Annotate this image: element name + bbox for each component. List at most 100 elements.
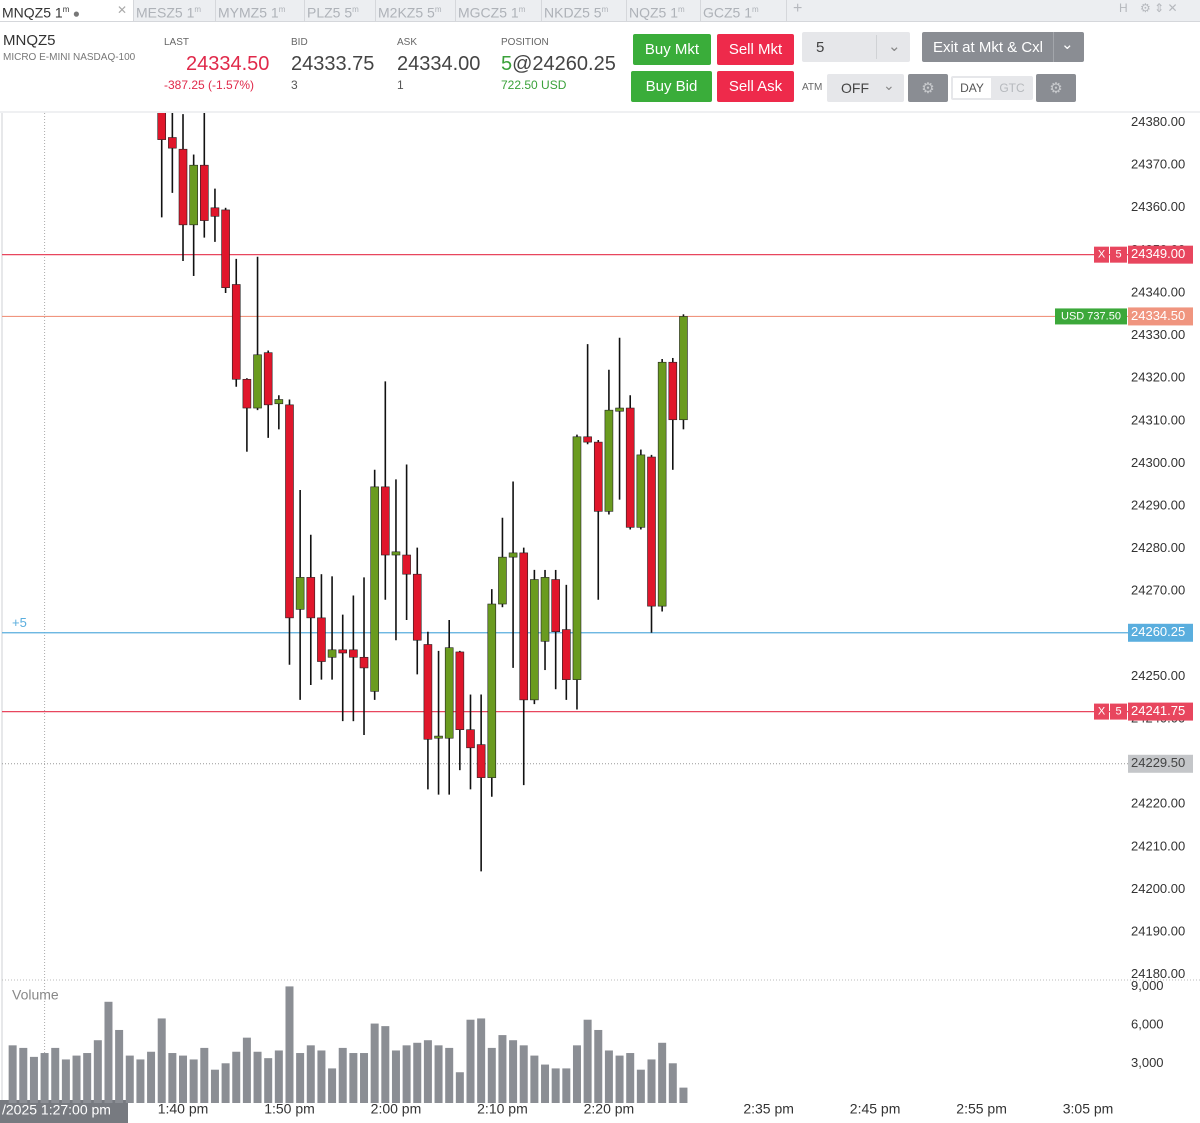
tab-bar: H ⚙ ⇕ ✕ MNQZ5 1 m ● ✕ MESZ5 1m MYMZ5 1m PLZ5 …: [0, 0, 1200, 22]
exit-label: Exit at Mkt & Cxl: [933, 38, 1044, 56]
atm-settings[interactable]: ⚙: [908, 74, 948, 102]
last-price: 24334.50: [186, 53, 270, 75]
tab[interactable]: M2KZ5 5m: [376, 0, 456, 21]
y-tick-label: 24340.00: [1131, 284, 1185, 299]
volume-bar: [647, 1059, 656, 1103]
volume-bar: [455, 1072, 464, 1103]
tab[interactable]: MESZ5 1m: [134, 0, 216, 21]
y-tick-label: 24180.00: [1131, 966, 1185, 981]
candles: [157, 113, 688, 872]
volume-bar: [93, 1040, 102, 1103]
price-line-label-bg: [1128, 245, 1193, 264]
candle-body: [306, 577, 316, 619]
order-qty-bg: [1110, 703, 1127, 720]
exit-button[interactable]: Exit at Mkt & Cxl ⌄: [922, 32, 1084, 62]
tab[interactable]: PLZ5 5m: [305, 0, 376, 21]
y-tick-label: 24270.00: [1131, 583, 1185, 598]
volume-bar: [668, 1063, 677, 1103]
bid-caption: BID: [291, 37, 308, 48]
order-cancel: X: [1098, 705, 1106, 717]
pnl-tag: USD 737.50: [1061, 310, 1121, 322]
crosshair-y-label: 24229.50: [1131, 755, 1185, 770]
atm-value: OFF: [841, 80, 869, 96]
tab[interactable]: MNQZ5 1m ● ✕: [0, 0, 134, 21]
last-change: -387.25 (-1.57%): [164, 78, 255, 92]
y-tick-label: 24360.00: [1131, 199, 1185, 214]
tab[interactable]: GCZ5 1m: [701, 0, 787, 21]
tab-tools[interactable]: H: [1119, 1, 1128, 15]
chevron: ⌄: [888, 38, 901, 55]
tab-icons[interactable]: ⚙ ⇕ ✕: [1140, 1, 1178, 15]
candle-body: [317, 617, 326, 662]
add-tab[interactable]: +: [793, 0, 803, 17]
tab-interval-unit: m: [518, 5, 526, 14]
volume-bar: [583, 1019, 592, 1103]
volume-bar: [381, 1026, 390, 1103]
tab-interval-unit: m: [352, 5, 359, 14]
candle-body: [583, 436, 592, 443]
day-option[interactable]: DAY: [953, 78, 991, 98]
volume-bar: [264, 1058, 273, 1103]
volume-bar: [285, 986, 294, 1103]
volume-bar: [83, 1053, 92, 1103]
tab-label: GCZ5 1: [703, 4, 753, 21]
last-caption: LAST: [164, 37, 190, 48]
x-tick-label: 2:35 pm: [743, 1101, 794, 1117]
tab-label: NQZ5 1: [629, 4, 679, 21]
volume-bar: [509, 1040, 518, 1103]
volume-bar: [391, 1050, 400, 1103]
tab[interactable]: NQZ5 1m: [627, 0, 701, 21]
candle-body: [327, 649, 337, 658]
volume-bar: [477, 1018, 486, 1103]
tab[interactable]: NKDZ5 5m: [542, 0, 627, 21]
volume-bar: [72, 1055, 81, 1103]
candle-body: [359, 656, 369, 669]
atm-dropdown[interactable]: OFF ⌄: [827, 74, 904, 102]
crosshair-x-label-bg: [0, 1100, 128, 1123]
position-pnl: 722.50 USD: [501, 78, 567, 92]
volume-bar: [658, 1042, 667, 1103]
volume-bar: [136, 1059, 145, 1103]
tif-toggle[interactable]: DAY GTC: [951, 76, 1033, 100]
symbol-description: MICRO E-MINI NASDAQ-100: [3, 52, 136, 63]
tab-label: MNQZ5 1: [2, 4, 63, 21]
candle-body: [636, 454, 646, 528]
candle-body: [221, 209, 230, 288]
order-qty-bg: [1110, 246, 1127, 263]
candle-body: [370, 486, 379, 692]
volume-bar: [8, 1045, 17, 1103]
volume-tick-label: 6,000: [1131, 1017, 1164, 1032]
volume-bar: [487, 1047, 496, 1103]
price-line-label-bg: [1128, 307, 1193, 326]
status-dot: ●: [69, 6, 80, 21]
sell-ask-button[interactable]: Sell Ask: [717, 71, 794, 102]
position-tag: +5: [12, 615, 27, 630]
tab[interactable]: MGCZ5 1m: [456, 0, 542, 21]
candle-body: [434, 735, 443, 739]
quantity-input[interactable]: 5 ⌄: [802, 32, 910, 62]
volume-bar: [604, 1050, 613, 1103]
position: 5@24260.25: [501, 53, 616, 76]
candle-body: [402, 554, 411, 575]
sell-mkt-button[interactable]: Sell Mkt: [717, 34, 794, 65]
volume-bar: [551, 1068, 560, 1103]
order-settings[interactable]: ⚙: [1036, 74, 1076, 102]
volume-bar: [125, 1055, 134, 1103]
volume-bar: [51, 1047, 60, 1103]
y-tick-label: 24280.00: [1131, 540, 1185, 555]
candle-body: [178, 148, 188, 226]
tab[interactable]: MYMZ5 1m: [216, 0, 305, 21]
position-caption: POSITION: [501, 37, 549, 48]
buy-bid-button[interactable]: Buy Bid: [631, 71, 712, 102]
candle-body: [210, 207, 220, 217]
y-tick-label: 24250.00: [1131, 668, 1185, 683]
close-tab[interactable]: ✕: [116, 3, 127, 17]
price-line-label-bg: [1128, 623, 1193, 642]
x-tick-label: 2:10 pm: [477, 1101, 528, 1117]
candle-body: [551, 579, 560, 633]
volume-bar: [434, 1045, 443, 1103]
buy-mkt-button[interactable]: Buy Mkt: [633, 34, 711, 65]
gtc-option[interactable]: GTC: [999, 81, 1025, 95]
candle-body: [615, 407, 624, 412]
y-tick-label: 24210.00: [1131, 838, 1185, 853]
